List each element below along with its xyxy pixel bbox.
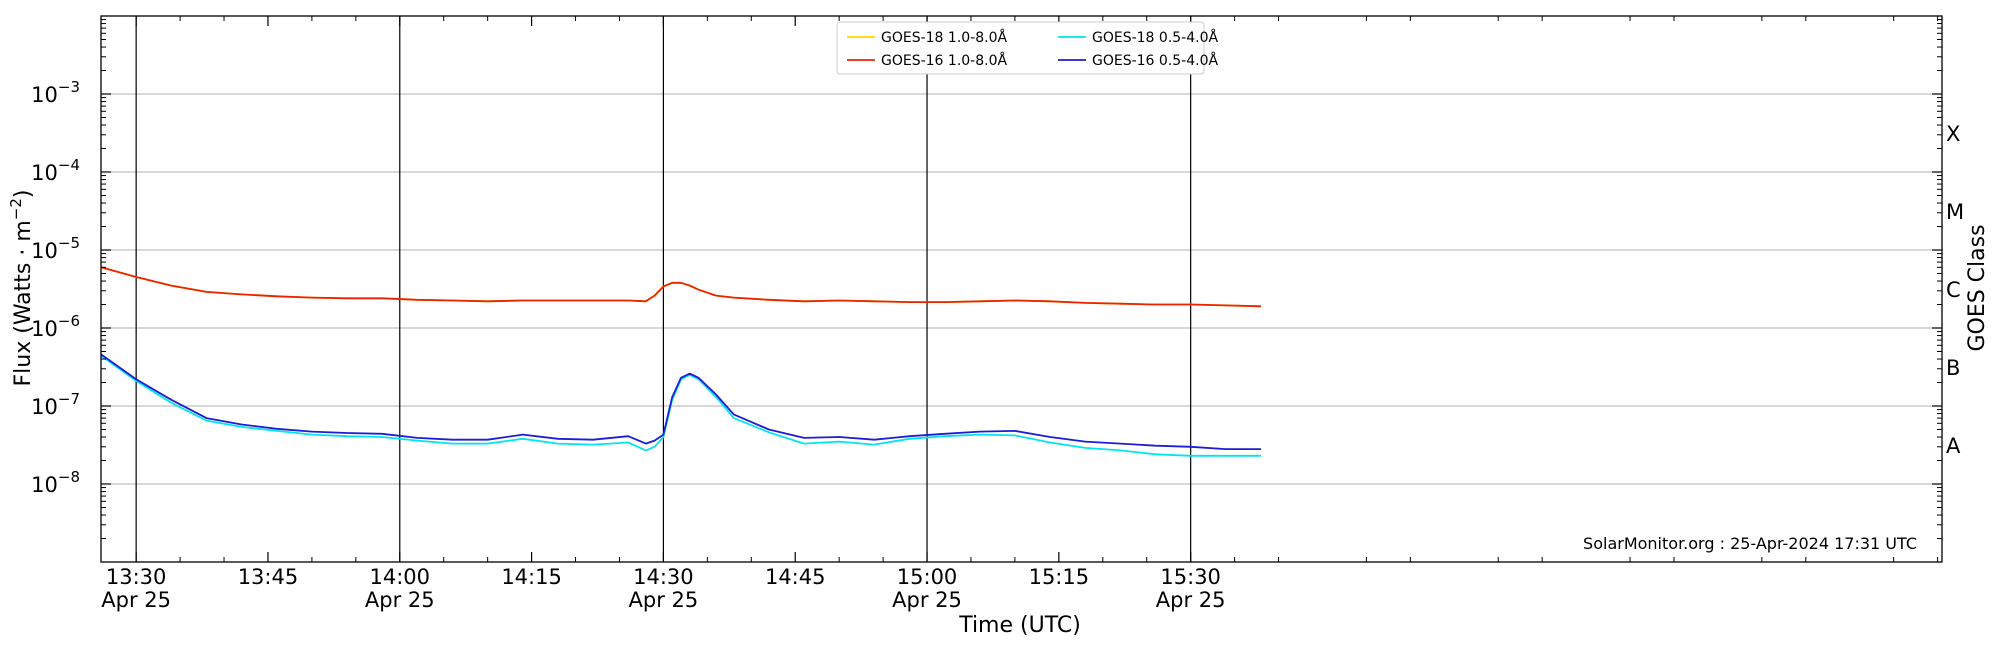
timestamp-annotation: SolarMonitor.org : 25-Apr-2024 17:31 UTC bbox=[1583, 534, 1917, 553]
legend-label: GOES-18 1.0-8.0Å bbox=[881, 29, 1007, 46]
flux-series-lines bbox=[100, 266, 1262, 457]
y-axis-label: Flux (Watts · m−2) bbox=[7, 190, 36, 387]
series-line-goes-16-0-5-4-0 bbox=[100, 353, 1261, 451]
y-tick-label: 10−6 bbox=[31, 312, 80, 341]
legend-label: GOES-16 1.0-8.0Å bbox=[881, 52, 1007, 69]
x-tick-date-label: Apr 25 bbox=[365, 588, 435, 612]
x-tick-label: 13:45 bbox=[238, 565, 299, 589]
x-axis-label: Time (UTC) bbox=[958, 613, 1081, 638]
legend-box bbox=[836, 21, 1205, 75]
goes-class-label-b: B bbox=[1946, 356, 1960, 380]
y-tick-labels: 10−8 10−7 10−6 10−5 10−4 10−3 bbox=[31, 78, 80, 497]
goes-class-label-a: A bbox=[1946, 434, 1961, 458]
y-tick-label: 10−5 bbox=[31, 234, 80, 263]
y-tick-label: 10−3 bbox=[31, 78, 80, 107]
grid-lines bbox=[101, 16, 1942, 562]
x-tick-label: 15:30 bbox=[1160, 565, 1221, 589]
x-tick-date-label: Apr 25 bbox=[892, 588, 962, 612]
y-tick-label: 10−4 bbox=[31, 156, 80, 185]
x-tick-label: 15:15 bbox=[1029, 565, 1090, 589]
series-line-goes-16-1-0-8-0 bbox=[100, 266, 1262, 308]
goes-class-label-x: X bbox=[1946, 122, 1960, 146]
goes-class-axis-label: GOES Class bbox=[1965, 224, 1990, 351]
goes-class-label-m: M bbox=[1946, 200, 1964, 224]
y-tick-label: 10−7 bbox=[31, 390, 80, 419]
x-tick-date-label: Apr 25 bbox=[1156, 588, 1226, 612]
goes-class-label-c: C bbox=[1946, 278, 1961, 302]
x-tick-date-label: Apr 25 bbox=[101, 588, 171, 612]
x-tick-label: 14:45 bbox=[765, 565, 826, 589]
plot-frame bbox=[100, 15, 1943, 563]
x-tick-label: 14:30 bbox=[633, 565, 694, 589]
x-tick-label: 13:30 bbox=[106, 565, 167, 589]
legend: GOES-18 1.0-8.0Å GOES-16 1.0-8.0Å GOES-18 … bbox=[836, 21, 1218, 75]
axis-ticks bbox=[101, 16, 1942, 562]
x-tick-label: 14:00 bbox=[370, 565, 431, 589]
series-line-goes-18-1-0-8-0 bbox=[100, 266, 1262, 308]
x-tick-label: 15:00 bbox=[897, 565, 958, 589]
x-tick-label: 14:15 bbox=[501, 565, 562, 589]
goes-class-labels: A B C M X bbox=[1946, 122, 1964, 458]
legend-label: GOES-16 0.5-4.0Å bbox=[1092, 52, 1218, 69]
legend-label: GOES-18 0.5-4.0Å bbox=[1092, 29, 1218, 46]
x-tick-date-label: Apr 25 bbox=[629, 588, 699, 612]
y-tick-label: 10−8 bbox=[31, 468, 80, 497]
